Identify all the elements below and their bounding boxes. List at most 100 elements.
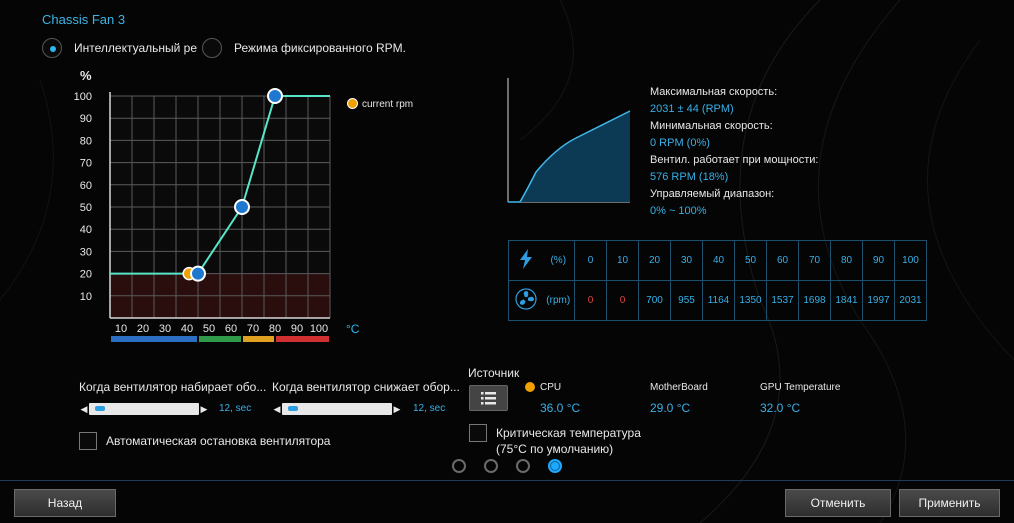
rpm-cell: 0 (606, 280, 639, 321)
curve-control-point[interactable] (190, 265, 206, 282)
preview-area (508, 111, 630, 202)
percent-cell: 70 (798, 240, 831, 281)
min-speed-value: 0 RPM (0%) (650, 137, 710, 149)
auto-stop-label[interactable]: Автоматическая остановка вентилятора (106, 434, 331, 448)
y-tick-label: 70 (80, 158, 92, 170)
spin-up-track[interactable] (89, 403, 199, 415)
y-tick-label: 10 (80, 291, 92, 303)
curve-control-point[interactable] (267, 88, 283, 104)
spin-up-decrease-arrow[interactable]: ◀ (80, 404, 88, 414)
critical-temp-line-1: Критическая температура (496, 426, 641, 440)
percent-row: (%) 0 10 20 30 40 50 60 70 80 90 100 (508, 240, 927, 281)
percent-cell: 90 (862, 240, 895, 281)
rpm-unit: (rpm) (542, 280, 575, 321)
rpm-table: (%) 0 10 20 30 40 50 60 70 80 90 100 (rpm) 0 0 700 95… (508, 240, 927, 321)
y-tick-label: 20 (80, 269, 92, 281)
critical-temp-label[interactable]: Критическая температура (75°C по умолчан… (496, 425, 641, 457)
percent-cell: 0 (574, 240, 607, 281)
source-title: Источник (468, 366, 520, 380)
spin-up-thumb[interactable] (95, 406, 105, 411)
critical-temp-checkbox[interactable] (469, 424, 487, 442)
max-speed-value: 2031 ± 44 (RPM) (650, 103, 734, 115)
x-tick-label: 70 (247, 323, 259, 335)
spin-down-thumb[interactable] (288, 406, 298, 411)
fan-info-panel: Максимальная скорость: 2031 ± 44 (RPM) М… (650, 84, 818, 220)
spin-down-value: 12, sec (413, 403, 446, 414)
lightning-icon (508, 240, 543, 281)
rpm-cell: 1997 (862, 280, 895, 321)
motherboard-label: MotherBoard (650, 382, 708, 393)
percent-cell: 100 (894, 240, 927, 281)
cancel-button[interactable]: Отменить (785, 489, 891, 517)
min-speed-label: Минимальная скорость: (650, 120, 773, 132)
fixed-rpm-radio[interactable] (202, 38, 222, 58)
spin-down-track[interactable] (282, 403, 392, 415)
back-button[interactable]: Назад (14, 489, 116, 517)
rpm-cell: 0 (574, 280, 607, 321)
rpm-cell: 1350 (734, 280, 767, 321)
spin-down-decrease-arrow[interactable]: ◀ (273, 404, 281, 414)
current-rpm-legend-dot (347, 98, 358, 109)
curve-control-point[interactable] (234, 199, 250, 215)
spin-up-slider[interactable]: ◀ ▶ (79, 401, 211, 417)
rpm-preview-chart (507, 78, 631, 203)
fixed-rpm-label[interactable]: Режима фиксированного RPM. (234, 41, 406, 55)
rpm-cell: 1698 (798, 280, 831, 321)
y-tick-label: 80 (80, 135, 92, 147)
smart-mode-radio[interactable] (42, 38, 62, 58)
percent-cell: 60 (766, 240, 799, 281)
source-list-button[interactable] (469, 385, 508, 411)
preview-line (508, 110, 631, 203)
rpm-cell: 1537 (766, 280, 799, 321)
x-tick-label: 50 (203, 323, 215, 335)
rpm-cell: 955 (670, 280, 703, 321)
y-tick-label: 40 (80, 224, 92, 236)
x-tick-label: 60 (225, 323, 237, 335)
x-tick-label: 90 (291, 323, 303, 335)
auto-stop-checkbox[interactable] (79, 432, 97, 450)
range-value: 0% ~ 100% (650, 205, 707, 217)
page-dot-4[interactable] (548, 459, 562, 473)
y-tick-label: 90 (80, 113, 92, 125)
range-label: Управляемый диапазон: (650, 188, 775, 200)
percent-cell: 50 (734, 240, 767, 281)
rpm-cell: 1841 (830, 280, 863, 321)
x-tick-label: 100 (310, 323, 328, 335)
start-power-label: Вентил. работает при мощности: (650, 154, 819, 166)
cpu-value: 36.0 °C (540, 401, 581, 415)
x-tick-label: 30 (159, 323, 171, 335)
x-tick-label: 40 (181, 323, 193, 335)
start-power-value: 576 RPM (18%) (650, 171, 729, 183)
cpu-label: CPU (540, 382, 562, 393)
spin-down-slider[interactable]: ◀ ▶ (272, 401, 404, 417)
rpm-cell: 2031 (894, 280, 927, 321)
footer-divider (0, 480, 1014, 481)
rpm-cell: 1164 (702, 280, 735, 321)
x-tick-label: 80 (269, 323, 281, 335)
page-dot-3[interactable] (516, 459, 530, 473)
smart-mode-label[interactable]: Интеллектуальный ре (74, 41, 198, 55)
percent-cell: 30 (670, 240, 703, 281)
spin-down-label: Когда вентилятор снижает обор... (272, 380, 460, 394)
page-dot-1[interactable] (452, 459, 466, 473)
rpm-row: (rpm) 0 0 700 955 1164 1350 1537 1698 1841 1997 20… (508, 280, 927, 321)
page-dot-2[interactable] (484, 459, 498, 473)
cpu-selected-indicator (525, 382, 535, 392)
spin-up-increase-arrow[interactable]: ▶ (200, 404, 208, 414)
gpu-value: 32.0 °C (760, 401, 801, 415)
apply-button[interactable]: Применить (899, 489, 1000, 517)
temperature-zone (111, 336, 197, 342)
y-axis-label: % (80, 68, 92, 83)
fan-icon (508, 280, 543, 321)
spin-down-increase-arrow[interactable]: ▶ (393, 404, 401, 414)
legend-label: current rpm (362, 99, 414, 110)
temperature-zone (243, 336, 274, 342)
percent-cell: 10 (606, 240, 639, 281)
rpm-cell: 700 (638, 280, 671, 321)
motherboard-value: 29.0 °C (650, 401, 691, 415)
y-tick-label: 60 (80, 180, 92, 192)
percent-cell: 80 (830, 240, 863, 281)
percent-cell: 20 (638, 240, 671, 281)
gpu-label: GPU Temperature (760, 382, 841, 393)
